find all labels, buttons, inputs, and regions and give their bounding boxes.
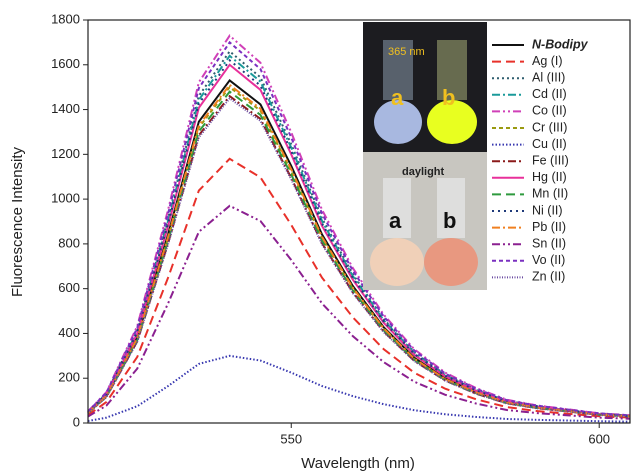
legend-label: N-Bodipy bbox=[532, 37, 589, 51]
data-line bbox=[87, 204, 631, 420]
data-line bbox=[87, 94, 631, 418]
data-line bbox=[87, 157, 631, 419]
inset-label: a bbox=[391, 85, 404, 110]
y-tick-label: 600 bbox=[58, 280, 80, 295]
legend-label: Ni (II) bbox=[532, 203, 563, 217]
inset-label: a bbox=[389, 208, 402, 233]
legend-label: Al (III) bbox=[532, 70, 565, 84]
data-line bbox=[87, 354, 631, 423]
y-tick-label: 1800 bbox=[51, 11, 80, 26]
legend-label: Cd (II) bbox=[532, 87, 567, 101]
x-tick-label: 550 bbox=[280, 431, 302, 446]
legend-label: Co (II) bbox=[532, 104, 567, 118]
y-tick-label: 1600 bbox=[51, 56, 80, 71]
legend-label: Cr (III) bbox=[532, 120, 567, 134]
x-axis-label: Wavelength (nm) bbox=[301, 455, 415, 472]
y-tick-label: 0 bbox=[73, 414, 80, 429]
inset-label: b bbox=[442, 85, 455, 110]
data-line bbox=[87, 90, 631, 418]
y-tick-label: 400 bbox=[58, 325, 80, 340]
y-tick-label: 800 bbox=[58, 235, 80, 250]
plot-lines bbox=[87, 34, 631, 423]
data-line bbox=[87, 34, 631, 417]
inset-label: 365 nm bbox=[388, 46, 425, 58]
legend-label: Ag (I) bbox=[532, 54, 563, 68]
y-axis-label: Fluorescence Intensity bbox=[9, 146, 26, 297]
y-tick-label: 1000 bbox=[51, 191, 80, 206]
y-tick-label: 1200 bbox=[51, 146, 80, 161]
legend-label: Vo (II) bbox=[532, 253, 565, 267]
inset-photo bbox=[363, 22, 487, 290]
inset-label: b bbox=[443, 208, 456, 233]
x-tick-label: 600 bbox=[588, 431, 610, 446]
legend-label: Hg (II) bbox=[532, 170, 567, 184]
data-line bbox=[87, 96, 631, 418]
legend-label: Mn (II) bbox=[532, 187, 568, 201]
legend-label: Pb (II) bbox=[532, 220, 566, 234]
legend-label: Fe (III) bbox=[532, 153, 569, 167]
inset-label: daylight bbox=[402, 166, 445, 178]
legend-label: Sn (II) bbox=[532, 236, 566, 250]
legend-label: Cu (II) bbox=[532, 137, 567, 151]
data-line bbox=[87, 83, 631, 418]
legend-label: Zn (II) bbox=[532, 270, 565, 284]
y-tick-label: 200 bbox=[58, 370, 80, 385]
y-tick-label: 1400 bbox=[51, 101, 80, 116]
plot-frame bbox=[87, 19, 631, 424]
